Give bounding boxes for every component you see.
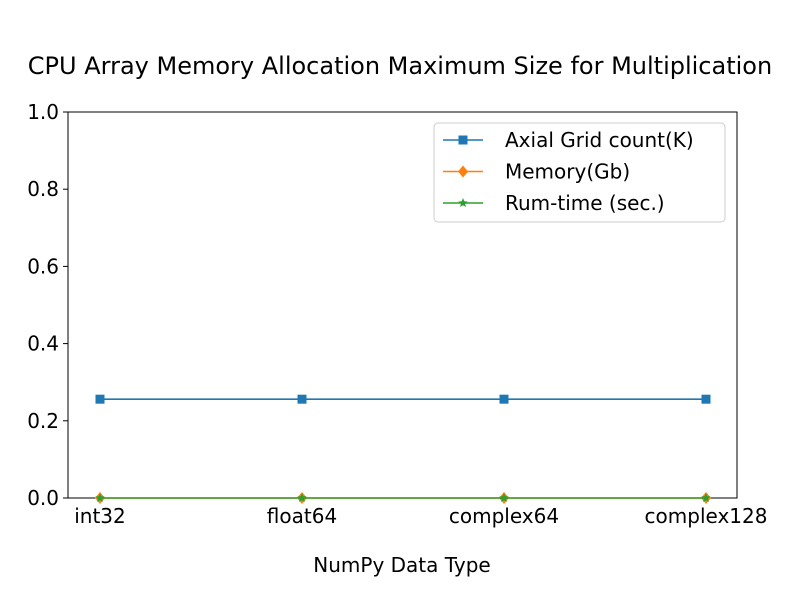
legend-swatch-marker xyxy=(458,165,468,178)
data-point xyxy=(297,394,307,404)
x-axis-label: NumPy Data Type xyxy=(313,553,490,577)
y-tick-label: 0.6 xyxy=(27,254,59,278)
y-tick-label: 0.4 xyxy=(27,332,59,356)
data-point xyxy=(297,493,307,503)
legend-box xyxy=(433,122,726,223)
legend-entry: Axial Grid count(K) xyxy=(443,128,694,152)
series-group xyxy=(95,394,711,404)
legend-entry: Rum-time (sec.) xyxy=(443,191,665,215)
legend-label: Memory(Gb) xyxy=(505,160,630,184)
x-tick-label: float64 xyxy=(267,504,337,528)
series-group xyxy=(95,493,711,503)
y-axis: 0.0 0.2 0.4 0.6 0.8 1.0 xyxy=(27,100,68,510)
y-tick-label: 0.2 xyxy=(27,409,59,433)
x-tick-label: int32 xyxy=(74,504,126,528)
y-tick-label: 1.0 xyxy=(27,100,59,124)
y-tick-label: 0.0 xyxy=(27,486,59,510)
data-point xyxy=(499,394,509,404)
legend-swatch-marker xyxy=(458,135,468,145)
data-point xyxy=(701,394,711,404)
x-tick-label: complex128 xyxy=(645,504,768,528)
data-point xyxy=(499,493,509,503)
y-tick-label: 0.8 xyxy=(27,177,59,201)
data-point xyxy=(95,394,105,404)
x-tick-label: complex64 xyxy=(449,504,559,528)
x-axis: int32 float64 complex64 complex128 xyxy=(74,498,767,528)
legend-entry: Memory(Gb) xyxy=(443,160,630,184)
legend-swatch-marker xyxy=(458,198,468,208)
data-point xyxy=(701,493,711,503)
chart-title: CPU Array Memory Allocation Maximum Size… xyxy=(28,52,772,80)
legend-label: Axial Grid count(K) xyxy=(505,128,694,152)
legend-label: Rum-time (sec.) xyxy=(505,191,665,215)
series-layer xyxy=(95,394,711,504)
data-point xyxy=(95,493,105,503)
legend: Axial Grid count(K) Memory(Gb) Rum-time (s… xyxy=(433,122,726,223)
